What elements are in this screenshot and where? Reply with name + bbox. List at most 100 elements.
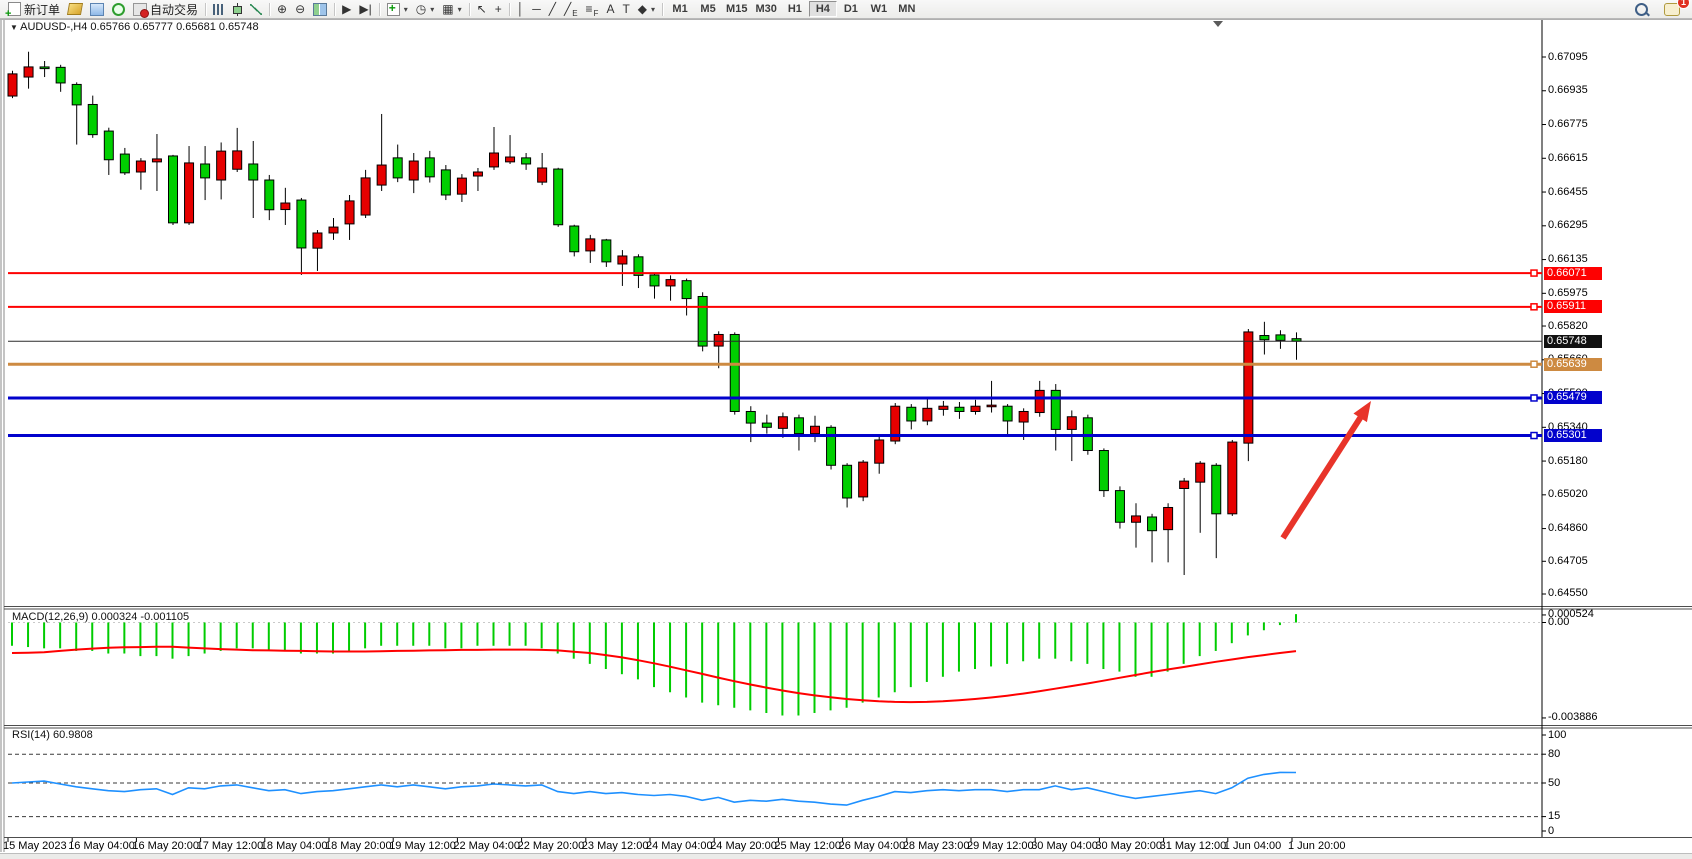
zoom-in-button[interactable]: ⊕ [273,1,291,18]
candle-body [1163,506,1174,531]
candle-body [1243,331,1254,444]
timeframe-button-m30[interactable]: M30 [755,3,777,15]
candle-body [777,416,788,429]
candle-body [232,150,243,170]
candle-body [200,163,211,179]
indicators-button[interactable]: ▾ [383,1,412,18]
text-button[interactable]: A [602,1,618,18]
chart-shift-button[interactable]: ▶| [355,1,375,18]
arrows-button[interactable]: ◆ ▾ [634,1,659,18]
periods-button[interactable]: ◷ ▾ [412,1,439,18]
fibonacci-button[interactable]: ≡ F [582,1,603,18]
candlestick-chart-button[interactable] [229,1,246,18]
candle-body [537,167,548,183]
candle-body [1098,450,1109,492]
line-chart-button[interactable] [246,1,266,18]
auto-scroll-button[interactable]: ▶ [338,1,355,18]
search-button[interactable] [1631,1,1652,18]
candle-body [312,232,323,249]
rsi-axis-label: 15 [1548,810,1561,823]
candle-body [1002,405,1013,422]
time-label: 16 May 04:00 [68,840,135,852]
zoom-out-icon: ⊖ [295,1,306,16]
zoom-out-button[interactable]: ⊖ [291,1,309,18]
timeframe-button-m15[interactable]: M15 [726,3,748,15]
timeframe-button-m1[interactable]: M1 [672,3,688,15]
tile-windows-button[interactable] [309,1,331,18]
price-level-badge: 0.65911 [1544,300,1602,314]
autotrading-button[interactable]: 自动交易 [129,1,202,18]
timeframe-button-w1[interactable]: W1 [870,3,888,15]
timeframe-button-d1[interactable]: D1 [843,3,858,15]
text-label-button[interactable]: T [618,1,633,18]
horizontal-line-button[interactable]: ─ [528,1,545,18]
notifications-icon [1664,2,1680,16]
timeframe-button-mn[interactable]: MN [898,3,916,15]
time-label: 23 May 12:00 [581,840,649,852]
dropdown-caret-icon: ▾ [403,4,408,14]
cursor-button[interactable]: ↖ [473,1,491,18]
vertical-line-button[interactable]: │ [513,1,529,18]
time-label: 24 May 04:00 [646,840,713,852]
trendline-icon: ╱ [548,1,556,16]
timeframe-button-h4[interactable]: H4 [808,1,837,17]
candle-body [472,171,483,177]
candle-body [553,168,564,226]
candle-body [858,461,869,498]
zoom-in-icon: ⊕ [277,1,288,16]
navigator-button[interactable] [86,1,108,18]
trendline-button[interactable]: ╱ [545,1,560,18]
candle-body [745,410,756,424]
signals-button[interactable] [108,1,129,18]
autotrading-button-label: 自动交易 [150,2,199,17]
candle-body [761,422,772,428]
collapse-triangle-icon[interactable]: ▼ [10,23,21,32]
symbol-quote-line: ▼ AUDUSD-,H4 0.65766 0.65777 0.65681 0.6… [10,21,259,33]
candle-body [360,177,371,216]
candle-body [296,199,307,249]
candle-body [1179,480,1190,489]
price-level-badge: 0.66071 [1544,266,1602,280]
candle-body [793,417,804,435]
level-line-handle [1530,431,1538,440]
chart-shift-icon: ▶| [359,1,372,16]
candle-body [71,83,82,106]
dropdown-caret-icon: ▾ [430,4,435,14]
candle-body [376,164,387,186]
candle-body [55,66,66,84]
candle-body [874,439,885,464]
candle-body [585,238,596,252]
candle-body [392,157,403,179]
candle-body [970,405,981,412]
signals-icon [112,2,126,16]
timeframe-button-h1[interactable]: H1 [787,3,802,15]
timeframe-button-m5[interactable]: M5 [700,3,716,15]
candle-body [408,160,419,181]
equidistant-channel-button[interactable]: ╱ E [560,1,582,18]
candle-body [23,66,34,78]
toolbar-separator [508,2,510,16]
time-label: 28 May 23:00 [902,840,970,852]
candle-body [713,333,724,347]
candle-body [681,280,692,300]
chart-shift-marker[interactable] [1213,21,1223,27]
bar-chart-button[interactable] [209,1,229,18]
time-label: 22 May 04:00 [453,840,521,852]
new-order-button-label: 新订单 [24,2,61,17]
new-order-button[interactable]: 新订单 [4,1,64,20]
symbol-quote-text: AUDUSD-,H4 0.65766 0.65777 0.65681 0.657… [20,21,259,33]
candle-body [1275,334,1286,341]
candle-body [168,155,178,224]
notifications-button[interactable]: 1 [1660,0,1690,18]
crosshair-button[interactable]: + [491,1,506,18]
candle-body [103,130,114,161]
price-tick-label: 0.64705 [1548,554,1588,567]
candle-body [424,157,435,178]
rsi-axis-label: 0 [1548,824,1555,837]
line-chart-icon [250,3,263,15]
arrows-icon: ◆ [637,1,648,16]
text-label-icon: T [622,1,630,16]
templates-button[interactable]: ▦ ▾ [438,1,465,18]
dropdown-caret-icon: ▾ [651,4,656,14]
